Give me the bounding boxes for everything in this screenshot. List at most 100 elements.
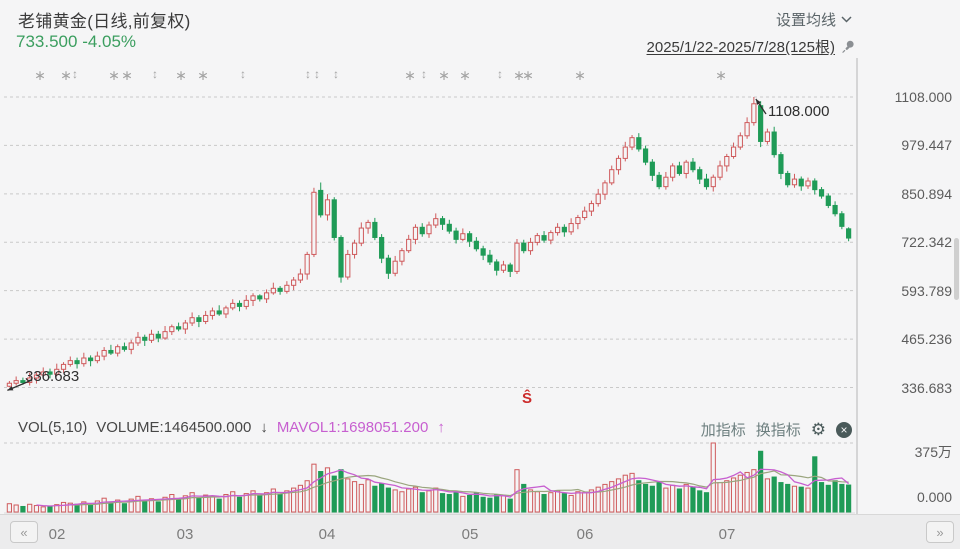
candle-body[interactable]: [554, 226, 561, 234]
volume-bar[interactable]: [467, 494, 473, 513]
volume-bar[interactable]: [548, 492, 554, 513]
volume-bar[interactable]: [304, 480, 310, 513]
volume-bar[interactable]: [399, 491, 405, 513]
volume-bar[interactable]: [602, 483, 608, 513]
add-indicator-button[interactable]: 加指标: [700, 422, 746, 439]
volume-bar[interactable]: [196, 497, 202, 513]
volume-bar[interactable]: [115, 499, 121, 513]
volume-bar[interactable]: [710, 442, 716, 513]
volume-bar[interactable]: [189, 492, 195, 513]
candle-body[interactable]: [771, 131, 777, 156]
volume-bar[interactable]: [263, 492, 270, 513]
volume-bar[interactable]: [223, 494, 229, 513]
volume-bar[interactable]: [825, 484, 831, 513]
volume-bar[interactable]: [473, 492, 479, 513]
volume-bar[interactable]: [636, 480, 642, 513]
volume-bar[interactable]: [338, 469, 344, 513]
candle-body[interactable]: [135, 336, 141, 344]
candle-body[interactable]: [439, 218, 446, 225]
event-updown-marker-icon[interactable]: ↕: [72, 67, 78, 81]
volume-bar[interactable]: [609, 481, 615, 513]
candle-body[interactable]: [832, 204, 838, 215]
switch-indicator-button[interactable]: 换指标: [755, 422, 801, 439]
candle-body[interactable]: [81, 357, 87, 365]
volume-bar[interactable]: [162, 496, 168, 513]
event-star-marker-icon[interactable]: ∗: [121, 67, 133, 83]
volume-bar[interactable]: [629, 472, 635, 513]
candle-body[interactable]: [263, 292, 270, 300]
candle-body[interactable]: [54, 368, 60, 375]
scroll-left-button[interactable]: «: [10, 521, 38, 543]
volume-bar[interactable]: [277, 494, 283, 513]
volume-bar[interactable]: [568, 494, 574, 513]
event-star-marker-icon[interactable]: ∗: [197, 67, 209, 83]
volume-bar[interactable]: [182, 495, 188, 513]
candle-body[interactable]: [683, 161, 689, 174]
event-star-marker-icon[interactable]: ∗: [574, 67, 586, 83]
volume-bar[interactable]: [785, 483, 791, 513]
candle-body[interactable]: [595, 193, 601, 205]
volume-bar[interactable]: [575, 491, 581, 513]
event-updown-marker-icon[interactable]: ↕: [497, 67, 503, 81]
candle-body[interactable]: [724, 156, 730, 167]
volume-bar[interactable]: [778, 482, 784, 513]
candle-body[interactable]: [189, 317, 195, 324]
scroll-right-button[interactable]: »: [926, 521, 954, 543]
event-s-icon[interactable]: Ŝ: [522, 390, 533, 407]
volume-bar[interactable]: [94, 500, 100, 513]
candle-body[interactable]: [615, 157, 622, 171]
ma-settings-button[interactable]: 设置均线: [776, 9, 852, 30]
volume-bar[interactable]: [622, 474, 628, 513]
volume-bar[interactable]: [656, 482, 662, 513]
volume-bar[interactable]: [60, 501, 67, 513]
event-updown-marker-icon[interactable]: ↕: [240, 67, 246, 81]
event-updown-marker-icon[interactable]: ↕: [152, 67, 158, 81]
candle-body[interactable]: [311, 191, 317, 255]
candle-body[interactable]: [419, 226, 425, 235]
volume-bar[interactable]: [385, 487, 391, 513]
candle-body[interactable]: [20, 380, 26, 383]
volume-bar[interactable]: [446, 494, 452, 513]
volume-bar[interactable]: [284, 490, 290, 513]
volume-bar[interactable]: [460, 495, 466, 513]
candle-body[interactable]: [331, 199, 337, 238]
event-star-marker-icon[interactable]: ∗: [715, 67, 727, 83]
candle-body[interactable]: [88, 357, 94, 362]
candle-body[interactable]: [568, 223, 574, 233]
volume-bar[interactable]: [615, 478, 622, 513]
candle-body[interactable]: [818, 189, 825, 197]
candle-body[interactable]: [175, 326, 182, 330]
candle-body[interactable]: [622, 146, 628, 159]
candle-body[interactable]: [412, 226, 419, 240]
candle-body[interactable]: [101, 349, 107, 357]
volume-bar[interactable]: [175, 498, 182, 513]
candle-body[interactable]: [548, 232, 554, 241]
candle-body[interactable]: [230, 302, 236, 309]
event-star-marker-icon[interactable]: ∗: [108, 67, 120, 83]
event-updown-marker-icon[interactable]: ↕: [333, 67, 339, 81]
volume-bar[interactable]: [588, 489, 595, 513]
candle-body[interactable]: [703, 178, 710, 188]
candle-body[interactable]: [169, 326, 175, 333]
volume-bar[interactable]: [148, 498, 155, 513]
volume-bar[interactable]: [805, 487, 811, 513]
volume-bar[interactable]: [358, 483, 364, 513]
candle-body[interactable]: [304, 253, 310, 275]
volume-bar[interactable]: [419, 492, 425, 513]
event-updown-marker-icon[interactable]: ↕: [305, 67, 311, 81]
volume-bar[interactable]: [717, 482, 723, 513]
candle-body[interactable]: [365, 221, 371, 229]
candle-body[interactable]: [541, 235, 547, 241]
event-star-marker-icon[interactable]: ∗: [175, 67, 187, 83]
volume-bar[interactable]: [439, 493, 446, 513]
candle-body[interactable]: [318, 189, 324, 216]
volume-bar[interactable]: [663, 487, 669, 513]
volume-bar[interactable]: [582, 492, 588, 513]
volume-bar[interactable]: [541, 494, 547, 513]
candle-body[interactable]: [460, 233, 466, 240]
candle-body[interactable]: [453, 230, 459, 240]
volume-bar[interactable]: [20, 505, 26, 513]
volume-bar[interactable]: [13, 504, 19, 513]
candle-body[interactable]: [433, 218, 439, 226]
volume-bar[interactable]: [676, 488, 683, 513]
